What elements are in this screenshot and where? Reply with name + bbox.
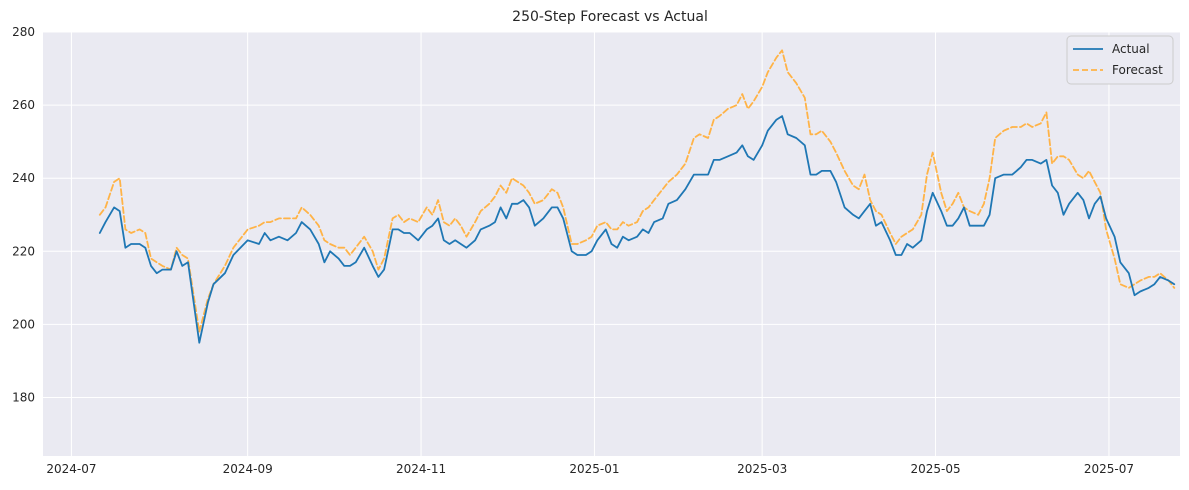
x-tick-label: 2025-05 — [910, 462, 960, 476]
series-line-forecast — [98, 49, 1176, 333]
y-tick-label: 180 — [12, 391, 35, 405]
chart-title: 250-Step Forecast vs Actual — [512, 9, 708, 25]
y-tick-label: 280 — [12, 25, 35, 39]
y-tick-label: 260 — [12, 98, 35, 112]
x-axis: 2024-07 2024-09 2024-11 2025-01 2025-03 2025-… — [46, 462, 1134, 476]
series-layer — [98, 49, 1176, 344]
x-tick-label: 2025-03 — [737, 462, 787, 476]
x-tick-label: 2024-07 — [46, 462, 96, 476]
y-axis: 180 200 220 240 260 280 — [12, 25, 35, 405]
legend: Actual Forecast — [1066, 35, 1174, 85]
series-line-actual — [98, 115, 1176, 344]
y-tick-label: 200 — [12, 317, 35, 331]
legend-label-actual: Actual — [1112, 42, 1150, 56]
x-tick-label: 2024-09 — [223, 462, 273, 476]
x-tick-label: 2025-01 — [569, 462, 619, 476]
y-tick-label: 220 — [12, 244, 35, 258]
x-tick-label: 2024-11 — [396, 462, 446, 476]
legend-box — [1066, 35, 1174, 85]
y-tick-label: 240 — [12, 171, 35, 185]
legend-label-forecast: Forecast — [1112, 63, 1163, 77]
x-tick-label: 2025-07 — [1084, 462, 1134, 476]
